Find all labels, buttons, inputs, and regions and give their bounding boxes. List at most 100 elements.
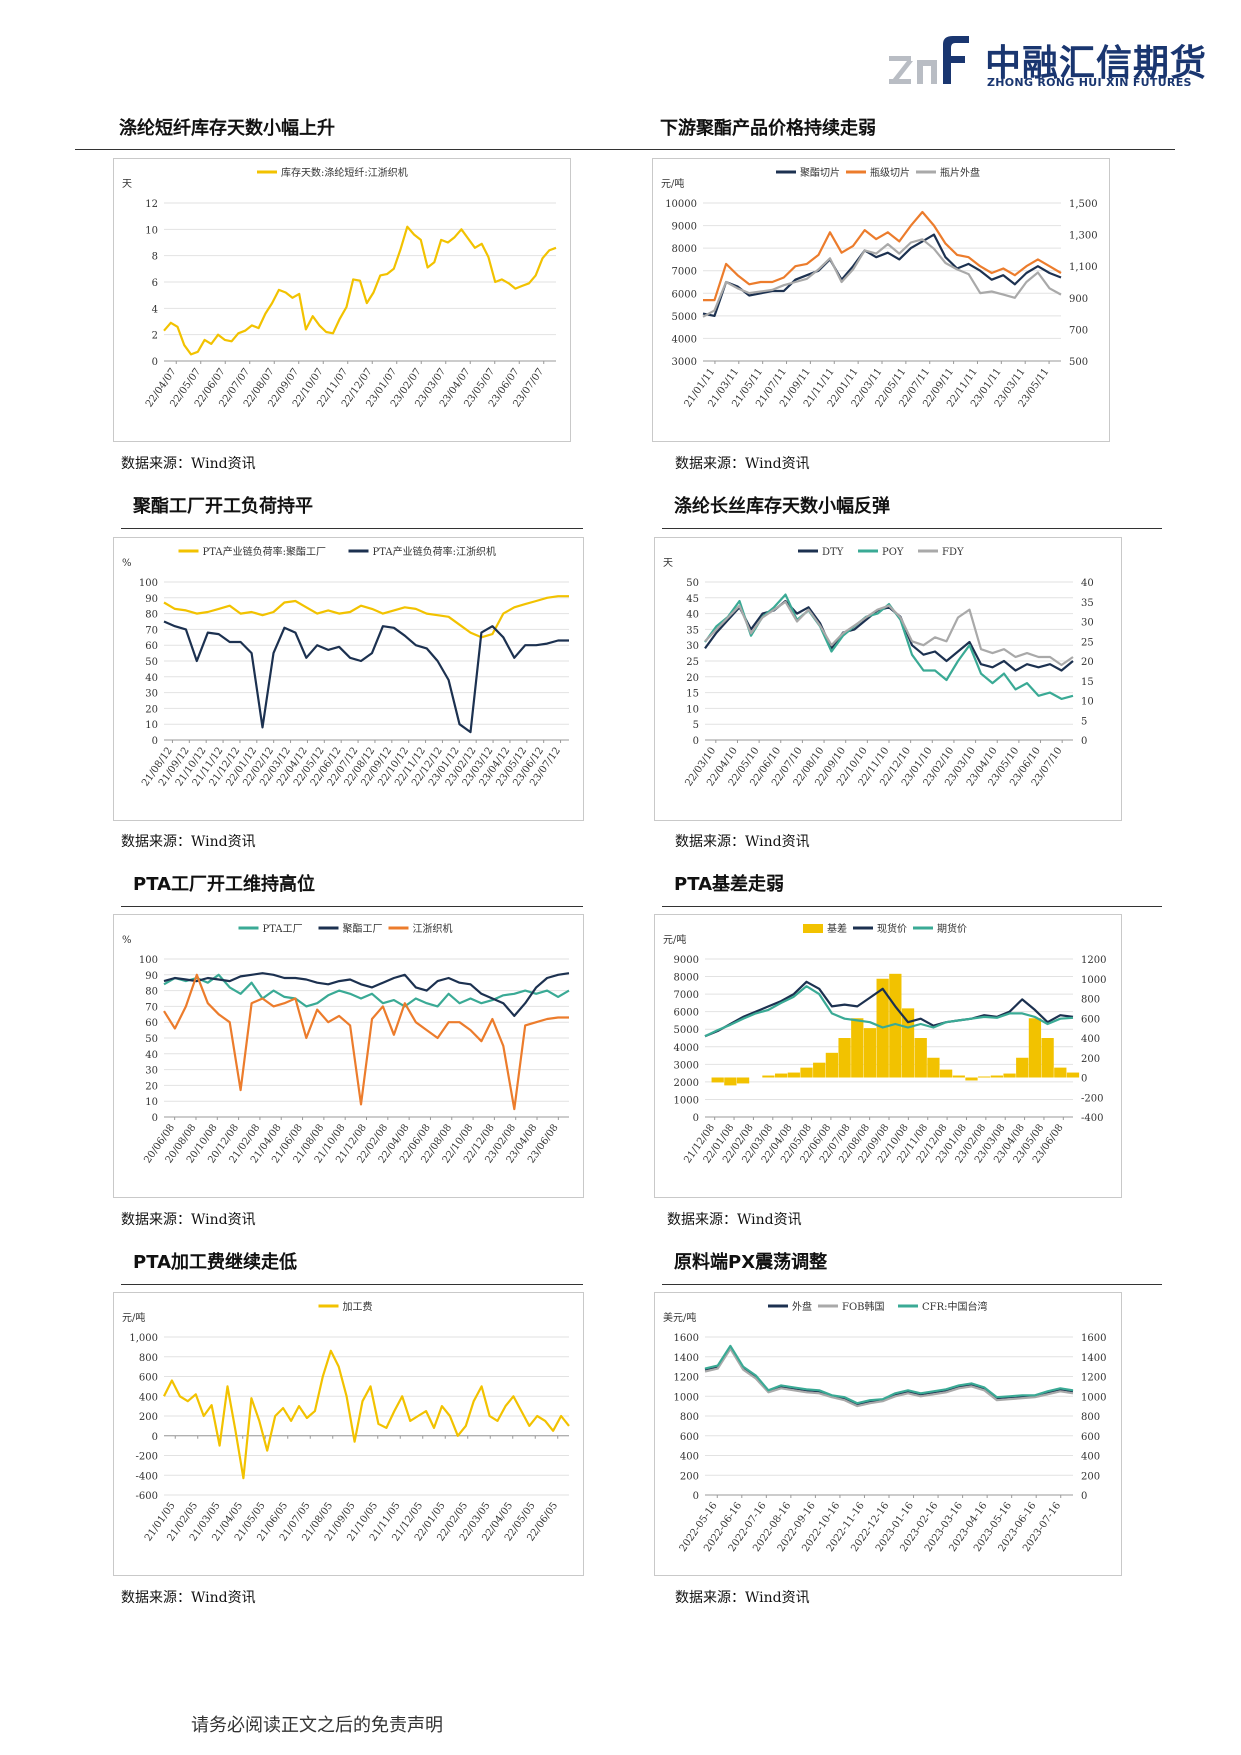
bar xyxy=(965,1077,978,1081)
source-note: 数据来源：Wind资讯 xyxy=(675,1590,810,1606)
bar xyxy=(889,973,902,1078)
disclaimer-footer: 请务必阅读正文之后的免责声明 xyxy=(191,1715,443,1736)
source-note: 数据来源：Wind资讯 xyxy=(121,456,256,472)
y-tick-label: 10 xyxy=(145,720,158,731)
y-tick-label: 8 xyxy=(152,252,158,263)
y-tick-label: 0 xyxy=(152,357,158,368)
y2-tick-label: 5 xyxy=(1081,716,1087,727)
y-tick-label: 40 xyxy=(145,1050,158,1061)
section-rule xyxy=(121,528,583,529)
section-rule xyxy=(75,149,1175,150)
y-tick-label: 12 xyxy=(145,199,158,210)
bar xyxy=(787,1072,800,1078)
chart-svg: 美元/吨 外盘 FOB韩国 CFR:中国台湾 0 200 400 600 800 1000 1200… xyxy=(663,1300,1106,1554)
y-tick-label: 10 xyxy=(145,225,158,236)
y2-tick-label: 0 xyxy=(1081,1491,1087,1502)
y-tick-label: 7000 xyxy=(672,267,697,278)
y2-tick-label: 1,500 xyxy=(1069,199,1098,210)
source-note: 数据来源：Wind资讯 xyxy=(675,834,810,850)
y-tick-label: 8000 xyxy=(672,244,697,255)
section-rule xyxy=(662,528,1162,529)
bar xyxy=(800,1067,813,1078)
y2-tick-label: 1,300 xyxy=(1069,231,1098,242)
chart-staple-fiber-inventory: 天库存天数:涤纶短纤:江浙织机 0 2 4 6 8 10 12 22/04/07 22/05/07… xyxy=(113,158,571,442)
series-line xyxy=(704,600,1074,667)
legend: 基差 现货价 期货价 xyxy=(803,922,967,935)
y-tick-label: 4 xyxy=(152,304,158,315)
bar xyxy=(1054,1067,1067,1078)
y-tick-label: 45 xyxy=(686,594,699,605)
y-tick-label: 6000 xyxy=(674,1008,699,1019)
legend-label: 现货价 xyxy=(877,922,907,935)
y-tick-label: 5000 xyxy=(672,312,697,323)
legend-label: 瓶级切片 xyxy=(870,166,910,179)
series-line xyxy=(703,210,1062,302)
legend-label: 瓶片外盘 xyxy=(940,166,980,179)
bar xyxy=(952,1075,965,1078)
y-tick-label: 1,000 xyxy=(129,1333,158,1344)
legend-label: 外盘 xyxy=(792,1300,812,1313)
chart-svg: % PTA产业链负荷率:聚酯工厂 PTA产业链负荷率:江浙织机 0 10 20 30 40 50… xyxy=(122,545,569,789)
chart-svg: %PTA工厂 聚酯工厂 江浙织机010203040506070809010020/0… xyxy=(122,922,570,1166)
series-line xyxy=(702,238,1062,318)
chart-svg: 元/吨 聚酯切片 瓶级切片 瓶片外盘 3000 4000 5000 6000 7000 8000 9… xyxy=(661,166,1098,410)
legend-label: 期货价 xyxy=(937,922,967,935)
y2-tick-label: 40 xyxy=(1081,578,1094,589)
bar xyxy=(711,1077,724,1083)
y-tick-label: 1600 xyxy=(674,1333,699,1344)
series-line xyxy=(702,233,1062,317)
chart-pta-processing-fee: 元/吨 加工费 -600 -400 -200 0 200 400 600 800 1,000 21/0… xyxy=(113,1292,584,1576)
section-title: PTA工厂开工维持高位 xyxy=(133,874,316,895)
y2-tick-label: 1200 xyxy=(1081,1373,1106,1384)
y-tick-label: 50 xyxy=(145,657,158,668)
y2-tick-label: 800 xyxy=(1081,995,1100,1006)
bar xyxy=(1016,1057,1029,1078)
chart-svg: 天 DTY POY FDY 0 5 10 15 20 25 30 35 40 45 50 0 5 10 15 20 25… xyxy=(663,547,1094,789)
y2-tick-label: 400 xyxy=(1081,1034,1100,1045)
y-tick-label: 2 xyxy=(152,331,158,342)
bar xyxy=(990,1075,1003,1078)
logo-text-en: ZHONG RONG HUI XIN FUTURES xyxy=(987,76,1192,89)
y-tick-label: 0 xyxy=(152,1432,158,1443)
y2-tick-label: 1,100 xyxy=(1069,262,1098,273)
section-title: 原料端PX震荡调整 xyxy=(674,1252,828,1273)
series-line xyxy=(163,973,569,1111)
source-note: 数据来源：Wind资讯 xyxy=(121,834,256,850)
y-tick-label: 200 xyxy=(139,1412,158,1423)
legend-label: FDY xyxy=(942,547,964,558)
y-unit-label: 天 xyxy=(663,558,673,569)
y-tick-label: 1000 xyxy=(674,1095,699,1106)
bar xyxy=(939,1069,953,1078)
y2-tick-label: 200 xyxy=(1081,1471,1100,1482)
series-line xyxy=(163,620,569,734)
y-unit-label: 天 xyxy=(122,179,132,190)
chart-pta-load: % PTA工厂 聚酯工厂 江浙织机 0 10 20 30 40 50 60 70 80 90 100 20/0… xyxy=(113,914,584,1198)
y-tick-label: 6 xyxy=(152,278,158,289)
y-tick-label: 60 xyxy=(145,1018,158,1029)
legend-label: 加工费 xyxy=(343,1300,373,1313)
y-tick-label: -200 xyxy=(136,1452,158,1463)
section-title: PTA基差走弱 xyxy=(674,874,785,895)
y-tick-label: 600 xyxy=(680,1432,699,1443)
section-rule xyxy=(121,1284,583,1285)
section-title: PTA加工费继续走低 xyxy=(133,1252,298,1273)
legend: PTA产业链负荷率:聚酯工厂 PTA产业链负荷率:江浙织机 xyxy=(178,545,496,558)
legend-label: FOB韩国 xyxy=(842,1300,885,1313)
y2-tick-label: 1600 xyxy=(1081,1333,1106,1344)
y-tick-label: 3000 xyxy=(674,1060,699,1071)
series-line xyxy=(704,593,1074,700)
y-tick-label: 8000 xyxy=(674,973,699,984)
legend: 库存天数:涤纶短纤:江浙织机 xyxy=(257,166,408,179)
y-tick-label: 5 xyxy=(693,720,699,731)
y-tick-label: 35 xyxy=(686,625,699,636)
y-tick-label: 600 xyxy=(139,1373,158,1384)
y-tick-label: 9000 xyxy=(672,222,697,233)
y2-tick-label: 1400 xyxy=(1081,1353,1106,1364)
legend: PTA工厂 聚酯工厂 江浙织机 xyxy=(238,922,453,935)
bar xyxy=(775,1073,788,1078)
y2-tick-label: 10 xyxy=(1081,697,1094,708)
legend: 聚酯切片 瓶级切片 瓶片外盘 xyxy=(776,166,980,179)
y-tick-label: 800 xyxy=(680,1412,699,1423)
y-tick-label: 30 xyxy=(145,689,158,700)
series-line xyxy=(163,595,569,639)
